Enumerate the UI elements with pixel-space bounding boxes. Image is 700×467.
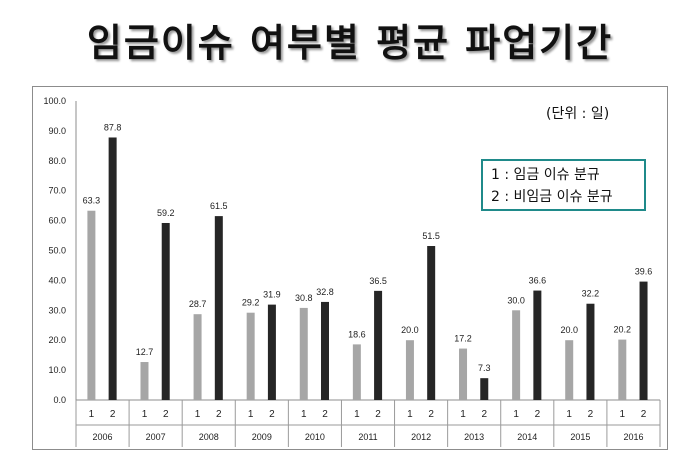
data-label: 12.7 (136, 347, 154, 357)
bar-series-1 (352, 344, 361, 400)
data-label: 63.3 (83, 196, 101, 206)
x-category-label: 2014 (517, 432, 537, 442)
bar-series-2 (586, 303, 595, 400)
bar-series-2 (639, 281, 648, 400)
y-tick-label: 90.0 (48, 126, 66, 136)
bar-series-1 (565, 340, 574, 400)
x-subcategory-label: 2 (216, 409, 222, 420)
y-tick-label: 50.0 (48, 246, 66, 256)
x-category-label: 2012 (411, 432, 431, 442)
x-subcategory-label: 1 (142, 409, 148, 420)
bar-series-2 (427, 246, 436, 400)
data-label: 7.3 (478, 363, 491, 373)
data-label: 20.0 (401, 325, 419, 335)
x-category-label: 2008 (199, 432, 219, 442)
x-subcategory-label: 1 (566, 409, 572, 420)
bar-series-2 (108, 137, 117, 400)
x-category-label: 2010 (305, 432, 325, 442)
bar-series-2 (161, 222, 170, 400)
x-subcategory-label: 2 (163, 409, 169, 420)
y-tick-label: 80.0 (48, 156, 66, 166)
bar-series-1 (246, 312, 255, 400)
data-label: 39.6 (635, 267, 653, 277)
bar-series-2 (320, 301, 329, 400)
data-label: 20.0 (560, 325, 578, 335)
y-tick-label: 60.0 (48, 216, 66, 226)
bar-series-1 (299, 307, 308, 400)
x-subcategory-label: 2 (641, 409, 647, 420)
x-category-label: 2016 (623, 432, 643, 442)
chart-frame (32, 86, 668, 450)
data-label: 61.5 (210, 201, 228, 211)
data-label: 32.8 (316, 287, 334, 297)
x-subcategory-label: 2 (322, 409, 328, 420)
y-tick-label: 30.0 (48, 305, 66, 315)
x-subcategory-label: 1 (195, 409, 201, 420)
x-subcategory-label: 2 (375, 409, 381, 420)
bar-series-1 (140, 362, 149, 400)
x-subcategory-label: 1 (620, 409, 626, 420)
legend-item-1: 1 : 임금 이슈 분규 (491, 167, 600, 183)
legend-item-2: 2 : 비임금 이슈 분규 (491, 189, 613, 205)
x-subcategory-label: 1 (407, 409, 413, 420)
y-tick-label: 40.0 (48, 275, 66, 285)
data-label: 29.2 (242, 298, 260, 308)
data-label: 28.7 (189, 299, 207, 309)
bar-series-1 (459, 348, 468, 400)
bar-series-1 (193, 314, 202, 400)
bar-series-2 (533, 290, 542, 400)
data-label: 30.8 (295, 293, 313, 303)
bar-series-1 (512, 310, 521, 400)
bar-series-2 (214, 216, 223, 400)
bar-series-2 (480, 378, 489, 400)
y-tick-label: 0.0 (53, 395, 66, 405)
data-label: 17.2 (454, 334, 472, 344)
x-subcategory-label: 2 (588, 409, 594, 420)
x-subcategory-label: 1 (248, 409, 254, 420)
x-subcategory-label: 2 (269, 409, 275, 420)
data-label: 51.5 (422, 231, 440, 241)
x-category-label: 2009 (252, 432, 272, 442)
data-label: 20.2 (614, 325, 632, 335)
chart-title: 임금이슈 여부별 평균 파업기간 (86, 21, 614, 65)
x-subcategory-label: 2 (110, 409, 116, 420)
legend: 1 : 임금 이슈 분규 2 : 비임금 이슈 분규 (481, 159, 646, 211)
x-subcategory-label: 1 (513, 409, 519, 420)
x-subcategory-label: 2 (481, 409, 487, 420)
y-tick-label: 100.0 (43, 96, 66, 106)
bar-series-2 (374, 290, 383, 400)
x-subcategory-label: 2 (428, 409, 434, 420)
y-tick-label: 20.0 (48, 335, 66, 345)
bar-series-1 (618, 339, 627, 400)
data-label: 59.2 (157, 208, 175, 218)
x-subcategory-label: 1 (301, 409, 307, 420)
y-tick-label: 70.0 (48, 186, 66, 196)
x-subcategory-label: 1 (460, 409, 466, 420)
x-category-label: 2006 (93, 432, 113, 442)
x-category-label: 2013 (464, 432, 484, 442)
x-category-label: 2007 (146, 432, 166, 442)
x-subcategory-label: 1 (89, 409, 95, 420)
data-label: 31.9 (263, 290, 281, 300)
data-label: 87.8 (104, 122, 122, 132)
x-category-label: 2011 (358, 432, 377, 442)
x-subcategory-label: 2 (535, 409, 541, 420)
x-subcategory-label: 1 (354, 409, 360, 420)
bar-series-2 (267, 304, 276, 400)
data-label: 36.5 (369, 276, 387, 286)
data-label: 32.2 (582, 289, 600, 299)
y-tick-label: 10.0 (48, 365, 66, 375)
data-label: 18.6 (348, 329, 366, 339)
data-label: 36.6 (529, 276, 547, 286)
x-category-label: 2015 (570, 432, 590, 442)
bar-series-1 (87, 210, 96, 400)
unit-label: (단위 : 일) (546, 106, 610, 122)
bar-series-1 (405, 340, 414, 400)
data-label: 30.0 (507, 295, 525, 305)
